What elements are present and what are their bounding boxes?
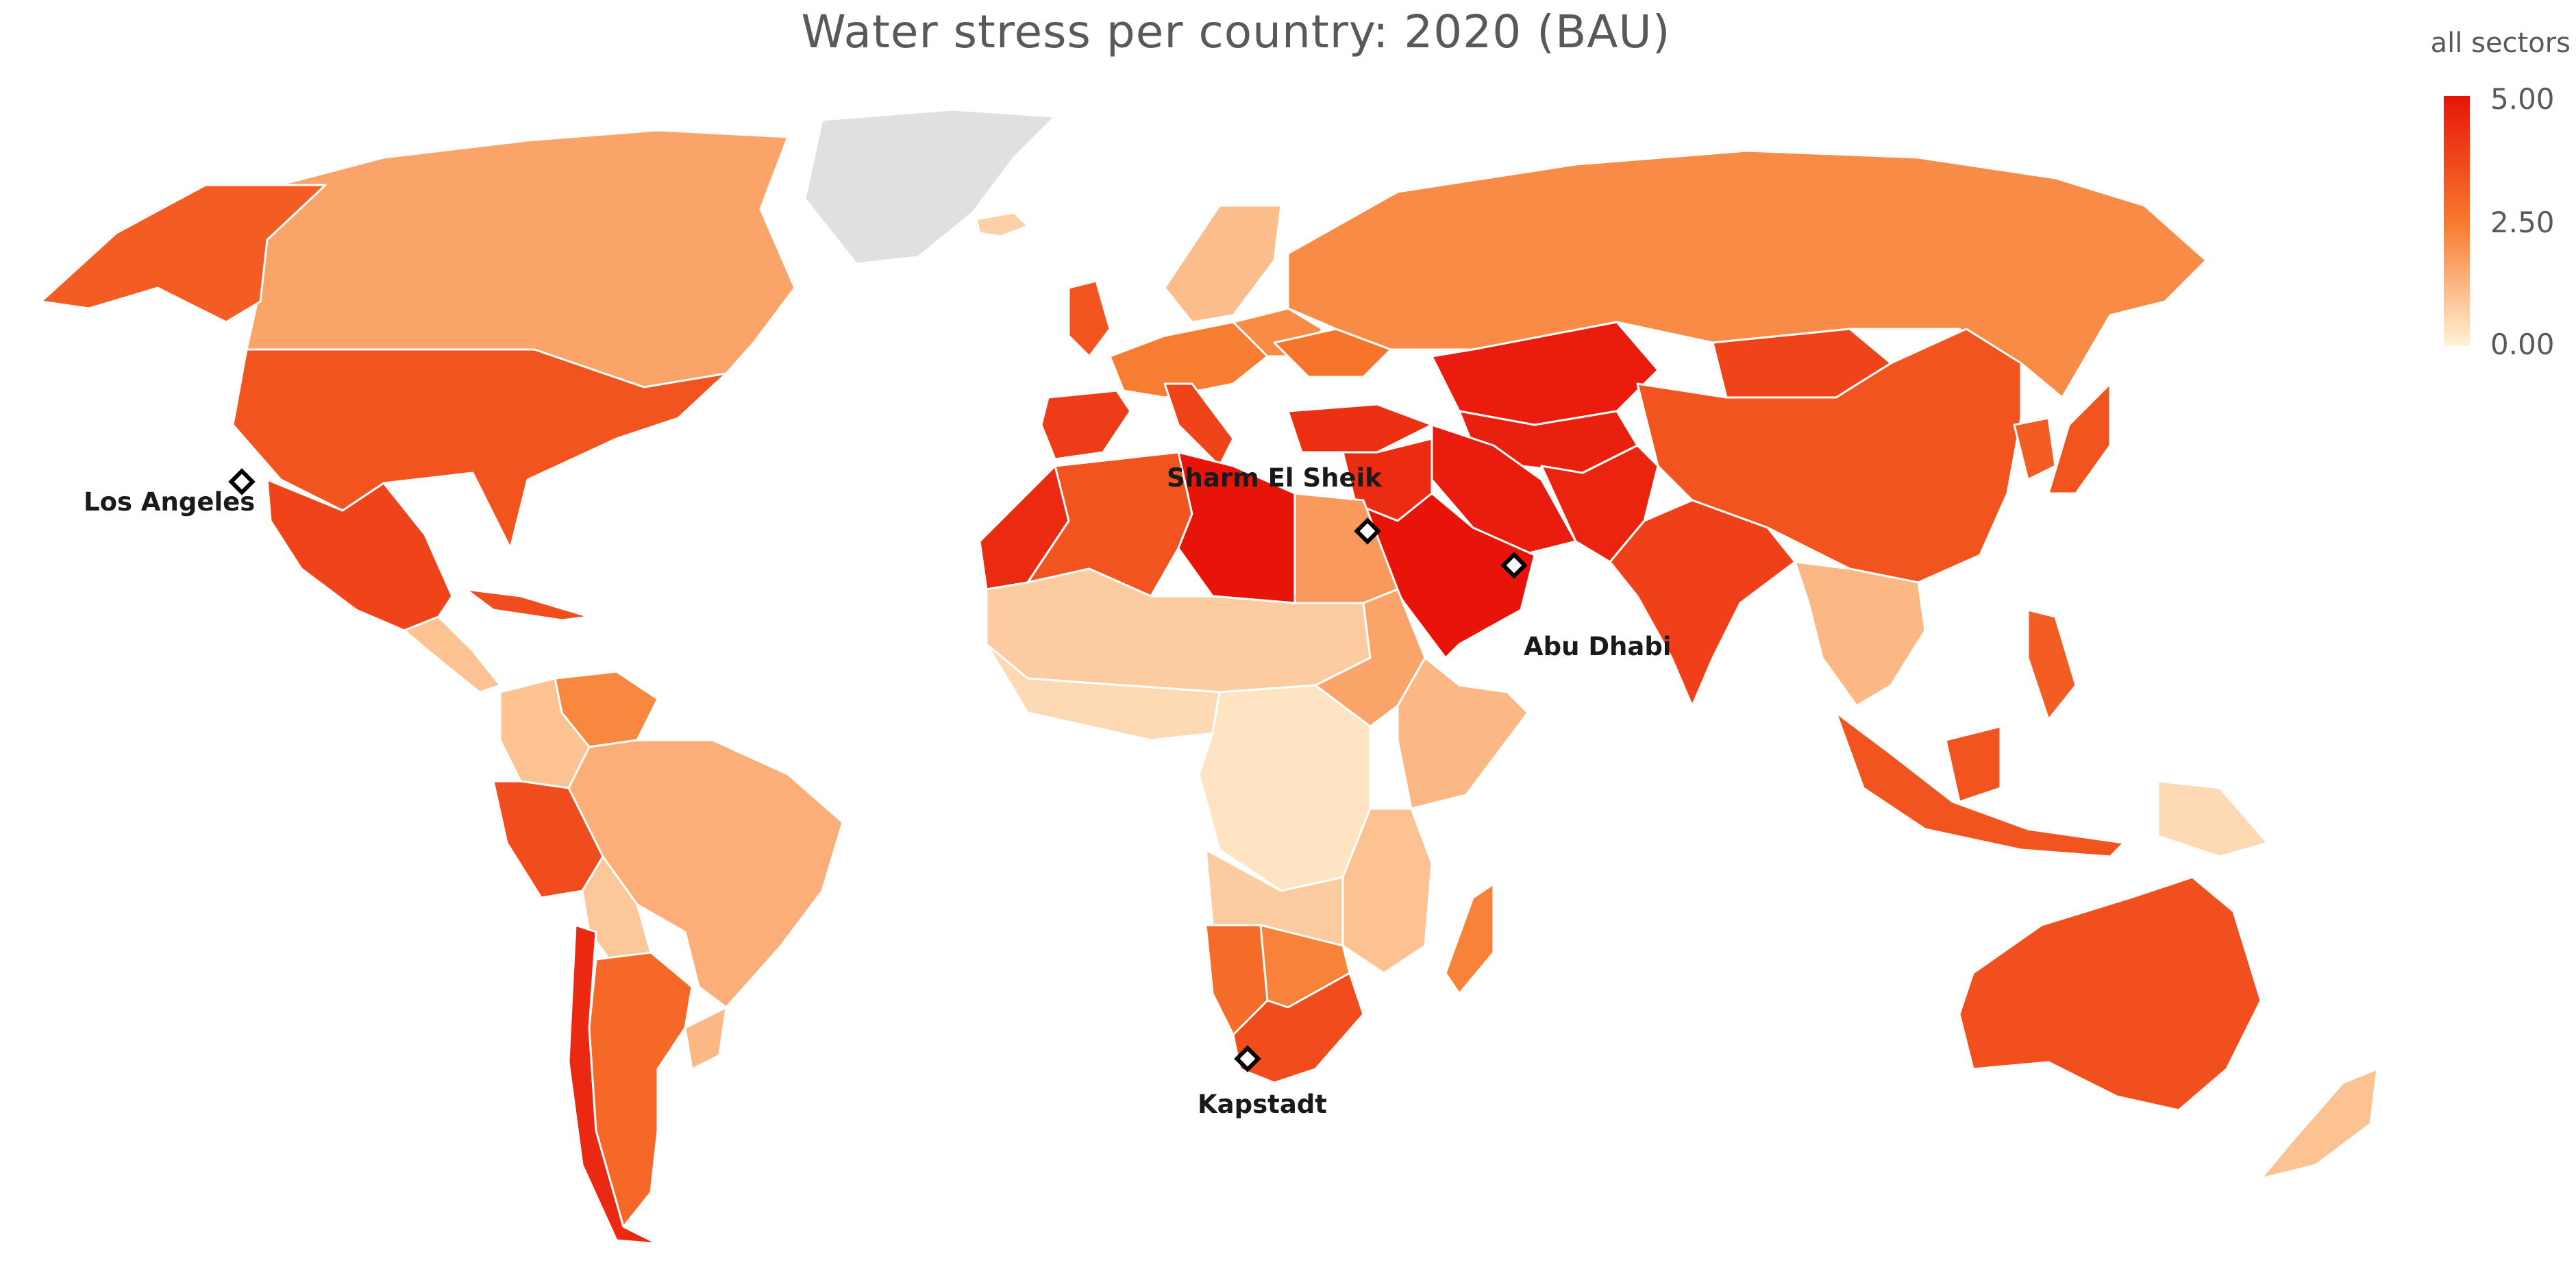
region[interactable]: Mexico: [266, 478, 454, 632]
region[interactable]: Southeast Asia: [1794, 561, 1927, 707]
region[interactable]: New Zealand: [2259, 1068, 2379, 1180]
region[interactable]: Philippines: [2027, 609, 2077, 721]
region[interactable]: Cuba: [465, 588, 591, 622]
region[interactable]: Australia: [1958, 876, 2262, 1112]
legend-tick-min: 0.00: [2490, 328, 2555, 361]
diamond-marker-icon: [228, 468, 256, 495]
region[interactable]: Korea: [2013, 417, 2057, 481]
region[interactable]: Western Europe: [1109, 321, 1269, 399]
region[interactable]: Chile: [567, 924, 659, 1245]
legend-tick-mid: 2.50: [2490, 206, 2555, 239]
legend-title: all sectors: [2430, 27, 2571, 59]
map-title: Water stress per country: 2020 (BAU): [801, 5, 1671, 58]
region[interactable]: India: [1609, 499, 1796, 707]
legend-colorbar: [2444, 96, 2470, 346]
region[interactable]: Argentina: [588, 951, 693, 1228]
region[interactable]: Alaska: [40, 184, 327, 323]
region[interactable]: Scandinavia: [1163, 204, 1283, 323]
city-label: Kapstadt: [1198, 1090, 1327, 1119]
city-marker[interactable]: Los Angeles: [84, 468, 256, 517]
region[interactable]: Japan: [2047, 382, 2111, 495]
region[interactable]: Indonesia: [1944, 725, 2002, 803]
region[interactable]: Iceland: [975, 211, 1029, 238]
region[interactable]: Indonesia: [1835, 711, 2125, 858]
legend-tick-max: 5.00: [2490, 82, 2555, 116]
region[interactable]: United Kingdom: [1067, 280, 1111, 358]
region[interactable]: Papua New Guinea: [2157, 780, 2269, 858]
region[interactable]: Greenland: [804, 108, 1056, 265]
city-label: Sharm El Sheik: [1167, 463, 1383, 493]
region[interactable]: Spain: [1040, 389, 1132, 460]
region[interactable]: Iran: [1431, 423, 1577, 556]
region[interactable]: Uruguay: [684, 1006, 728, 1070]
region[interactable]: Horn of Africa: [1396, 656, 1529, 810]
city-marker[interactable]: Abu Dhabi: [1500, 552, 1672, 661]
region[interactable]: Italy: [1163, 382, 1235, 467]
city-label: Abu Dhabi: [1524, 632, 1672, 661]
region[interactable]: Central America: [403, 615, 501, 693]
city-marker[interactable]: Kapstadt: [1198, 1045, 1327, 1119]
city-label: Los Angeles: [84, 487, 255, 517]
city-marker[interactable]: Sharm El Sheik: [1167, 463, 1383, 545]
region[interactable]: South Africa: [1232, 972, 1365, 1084]
diamond-marker-icon: [1500, 552, 1528, 579]
region[interactable]: Ukraine: [1273, 328, 1392, 378]
diamond-marker-icon: [1234, 1045, 1261, 1072]
region[interactable]: United States: [232, 348, 728, 550]
region[interactable]: Sudan: [1314, 588, 1426, 728]
region[interactable]: Madagascar: [1444, 883, 1495, 995]
region[interactable]: Afghanistan Pakistan: [1540, 444, 1659, 563]
region[interactable]: Turkey: [1287, 403, 1433, 454]
diamond-marker-icon: [1354, 517, 1381, 545]
